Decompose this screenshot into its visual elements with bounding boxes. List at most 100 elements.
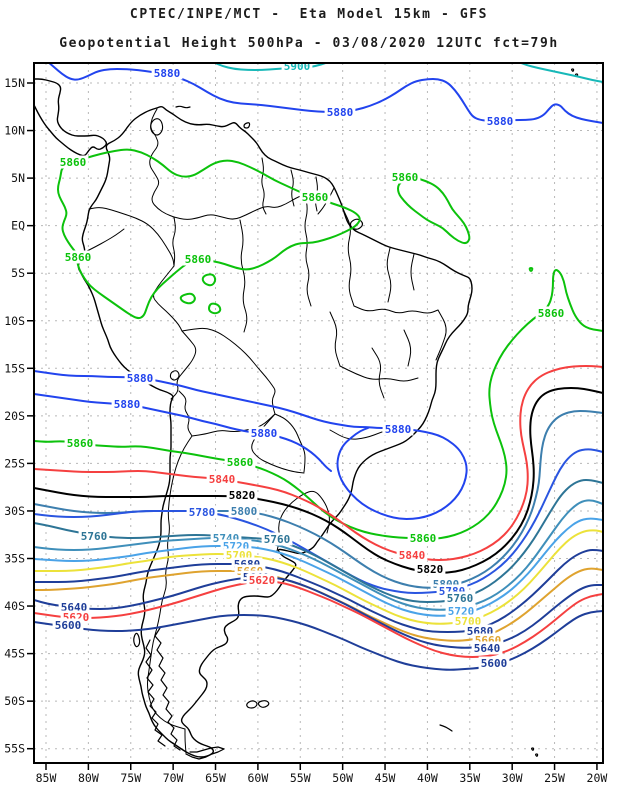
contour-line-5820 bbox=[34, 387, 603, 574]
contour-label-5880: 5880 bbox=[327, 106, 354, 119]
y-tick-label: 25S bbox=[4, 456, 25, 470]
contour-line-5900 bbox=[518, 63, 603, 83]
contour-line-5880 bbox=[34, 393, 332, 472]
contour-label-5840: 5840 bbox=[399, 549, 426, 562]
contour-line-5860 bbox=[397, 177, 471, 245]
country-border bbox=[353, 305, 439, 314]
contour-label-layer: 5900 5880 5880 5880 5880 5880 5880 5880 5860 5860… bbox=[52, 60, 567, 670]
contour-line-5860 bbox=[528, 267, 534, 272]
contour-label-5600: 5600 bbox=[55, 619, 82, 632]
contour-label-box bbox=[224, 455, 256, 469]
x-tick-label: 25W bbox=[544, 771, 565, 785]
contour-label-box bbox=[396, 548, 428, 562]
contour-label-5860: 5860 bbox=[302, 191, 329, 204]
contour-label-box bbox=[445, 604, 477, 618]
contour-label-box bbox=[389, 170, 421, 184]
contour-label-5880: 5880 bbox=[251, 427, 278, 440]
contour-label-box bbox=[471, 641, 503, 655]
country-border bbox=[339, 365, 419, 382]
contour-label-box bbox=[206, 472, 238, 486]
contour-label-5860: 5860 bbox=[65, 251, 92, 264]
contour-label-box bbox=[324, 105, 356, 119]
fjord-coast-detail bbox=[185, 746, 225, 760]
country-border bbox=[172, 216, 176, 267]
contour-line-5720 bbox=[34, 517, 603, 617]
x-tick-label: 55W bbox=[290, 771, 311, 785]
y-tick-label: 5N bbox=[11, 171, 25, 185]
contour-line-5780 bbox=[34, 448, 603, 594]
contour-label-5760: 5760 bbox=[81, 530, 108, 543]
contour-label-box bbox=[299, 190, 331, 204]
country-border bbox=[261, 157, 267, 215]
island-south-georgia bbox=[439, 724, 453, 732]
contour-label-box bbox=[226, 488, 258, 502]
country-border bbox=[435, 309, 447, 361]
contour-label-box bbox=[261, 532, 293, 546]
contour-label-5860: 5860 bbox=[538, 307, 565, 320]
y-tick-label: 10S bbox=[4, 314, 25, 328]
country-border bbox=[386, 247, 392, 303]
x-tick-label: 70W bbox=[163, 771, 184, 785]
country-border bbox=[181, 327, 276, 415]
contour-label-box bbox=[58, 600, 90, 614]
contour-label-box bbox=[57, 155, 89, 169]
contour-label-box bbox=[228, 504, 260, 518]
lake-titicaca bbox=[169, 370, 180, 381]
contour-line-5620 bbox=[34, 580, 603, 658]
contour-line-5880 bbox=[47, 63, 603, 124]
y-tick-label: 50S bbox=[4, 694, 25, 708]
country-border bbox=[239, 219, 248, 333]
contour-label-5900: 5900 bbox=[284, 60, 311, 73]
contour-label-5880: 5880 bbox=[385, 423, 412, 436]
y-tick-label: 15N bbox=[4, 76, 25, 90]
country-border bbox=[88, 207, 175, 267]
x-tick-label: 40W bbox=[417, 771, 438, 785]
map-title-line1: CPTEC/INPE/MCT - Eta Model 15km - GFS bbox=[129, 7, 489, 22]
contour-label-5860: 5860 bbox=[185, 253, 212, 266]
y-tick-label: 30S bbox=[4, 504, 25, 518]
country-border bbox=[173, 193, 306, 220]
contour-label-box bbox=[382, 422, 414, 436]
contour-label-5840: 5840 bbox=[209, 473, 236, 486]
contour-label-box bbox=[52, 618, 84, 632]
x-tick-label: 50W bbox=[332, 771, 353, 785]
island-south-sandwich-1 bbox=[531, 747, 535, 751]
contour-line-5600 bbox=[34, 610, 603, 671]
contour-label-box bbox=[124, 371, 156, 385]
contour-label-box bbox=[64, 436, 96, 450]
contour-label-5880: 5880 bbox=[487, 115, 514, 128]
geography-layer bbox=[34, 68, 579, 760]
y-tick-label: 15S bbox=[4, 361, 25, 375]
x-tick-label: 60W bbox=[248, 771, 269, 785]
contour-label-5820: 5820 bbox=[229, 489, 256, 502]
country-border bbox=[153, 265, 183, 332]
coastline-central-america bbox=[34, 78, 108, 157]
contour-label-box bbox=[484, 114, 516, 128]
contour-label-box bbox=[78, 529, 110, 543]
fjord-coast-detail bbox=[154, 627, 181, 751]
x-tick-label: 80W bbox=[78, 771, 99, 785]
contour-line-5900 bbox=[212, 63, 329, 71]
island-falkland-east bbox=[257, 700, 270, 708]
contour-label-5760: 5760 bbox=[447, 592, 474, 605]
grid-layer bbox=[34, 63, 603, 763]
country-border bbox=[84, 228, 125, 253]
contour-label-5880: 5880 bbox=[127, 372, 154, 385]
contour-label-5640: 5640 bbox=[474, 642, 501, 655]
contour-label-box bbox=[248, 426, 280, 440]
contour-label-box bbox=[151, 66, 183, 80]
x-tick-label: 65W bbox=[205, 771, 226, 785]
country-border bbox=[403, 329, 412, 367]
coastline-south-america bbox=[77, 105, 473, 758]
island-trinidad bbox=[243, 122, 251, 129]
x-tick-label: 30W bbox=[502, 771, 523, 785]
map-frame bbox=[33, 62, 604, 764]
country-border bbox=[147, 435, 193, 730]
tick-labels: 15N 10N 5N EQ 5S 10S 15S 20S 25S 30S 35S 40S 45S 50S 5… bbox=[4, 76, 607, 785]
contour-label-box bbox=[246, 573, 278, 587]
country-border bbox=[178, 390, 193, 437]
x-tick-label: 45W bbox=[375, 771, 396, 785]
axis-layer: 15N 10N 5N EQ 5S 10S 15S 20S 25S 30S 35S 40S 45S 50S 5… bbox=[4, 62, 607, 785]
